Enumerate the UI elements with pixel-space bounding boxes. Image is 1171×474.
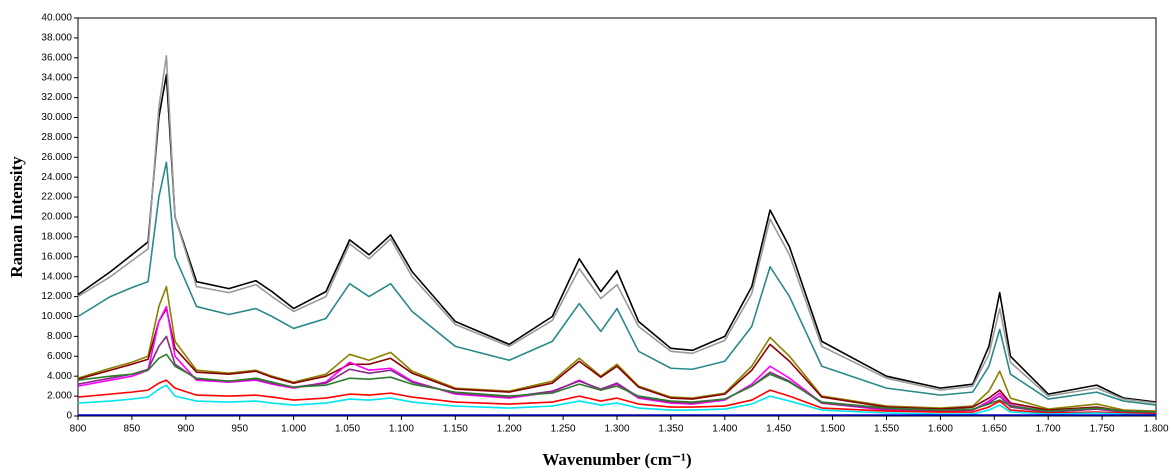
y-tick-label: 0 (66, 411, 72, 422)
x-tick-label: 1.100 (389, 424, 414, 435)
x-axis-title: Wavenumber (cm⁻¹) (542, 450, 691, 469)
y-tick-label: 12.000 (41, 291, 72, 302)
y-tick-label: 30.000 (41, 112, 72, 123)
x-tick-label: 1.300 (604, 424, 629, 435)
x-tick-label: 1.050 (335, 424, 360, 435)
y-tick-label: 4.000 (47, 371, 72, 382)
plot-frame (77, 17, 1157, 417)
y-tick-label: 6.000 (47, 351, 72, 362)
x-tick-label: 1.350 (658, 424, 683, 435)
y-tick-label: 26.000 (41, 152, 72, 163)
x-tick-label: 1.500 (820, 424, 845, 435)
y-tick-label: 36.000 (41, 52, 72, 63)
x-tick-label: 850 (124, 424, 141, 435)
spectrum-line (77, 161, 1157, 406)
y-tick-label: 14.000 (41, 271, 72, 282)
y-tick-label: 28.000 (41, 132, 72, 143)
x-tick-label: 800 (70, 424, 87, 435)
y-tick-label: 8.000 (47, 331, 72, 342)
x-tick-label: 1.000 (281, 424, 306, 435)
x-tick-label: 900 (177, 424, 194, 435)
y-tick-label: 18.000 (41, 232, 72, 243)
spectrum-line (77, 353, 1157, 413)
spectrum-line (77, 55, 1157, 404)
y-tick-label: 40.000 (41, 13, 72, 24)
x-tick-label: 1.450 (766, 424, 791, 435)
spectrum-line (77, 285, 1157, 412)
y-tick-label: 20.000 (41, 212, 72, 223)
x-tick-label: 1.150 (443, 424, 468, 435)
y-tick-label: 16.000 (41, 251, 72, 262)
y-tick-label: 22.000 (41, 192, 72, 203)
spectrum-line (77, 379, 1157, 415)
x-tick-label: 1.750 (1090, 424, 1115, 435)
spectrum-line (77, 384, 1157, 416)
y-tick-label: 24.000 (41, 172, 72, 183)
x-tick-label: 1.700 (1036, 424, 1061, 435)
y-tick-label: 32.000 (41, 92, 72, 103)
spectrum-line (77, 307, 1157, 413)
x-tick-label: 1.400 (712, 424, 737, 435)
x-tick-label: 1.250 (551, 424, 576, 435)
spectrum-line (77, 73, 1157, 403)
y-tick-label: 38.000 (41, 33, 72, 44)
x-tick-label: 1.600 (928, 424, 953, 435)
y-tick-label: 2.000 (47, 391, 72, 402)
x-tick-label: 1.650 (982, 424, 1007, 435)
x-tick-label: 1.200 (497, 424, 522, 435)
y-tick-label: 34.000 (41, 72, 72, 83)
x-tick-label: 1.800 (1143, 424, 1168, 435)
x-tick-label: 1.550 (874, 424, 899, 435)
y-axis-title: Raman Intensity (7, 156, 26, 278)
y-tick-label: 10.000 (41, 311, 72, 322)
x-tick-label: 950 (231, 424, 248, 435)
